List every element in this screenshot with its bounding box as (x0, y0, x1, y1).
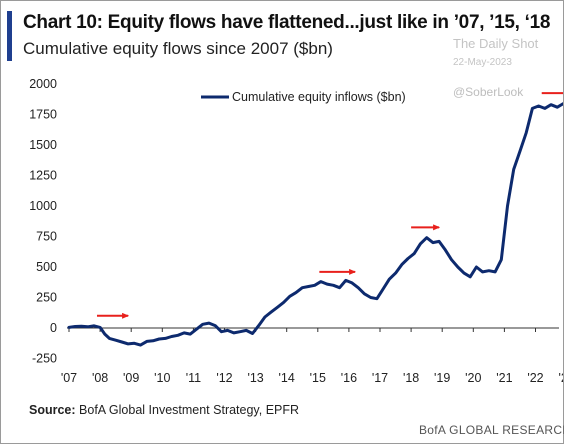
source-note: Source: BofA Global Investment Strategy,… (29, 403, 299, 417)
x-tick-label: '22 (527, 371, 543, 385)
y-tick-label: 1250 (29, 169, 57, 183)
x-tick-label: '09 (123, 371, 139, 385)
x-tick-label: '16 (341, 371, 357, 385)
legend: Cumulative equity inflows ($bn) (201, 90, 406, 104)
chart-subtitle: Cumulative equity flows since 2007 ($bn) (23, 39, 333, 58)
x-axis: '07 '08 '09 '10 '11 '12 '13 '14 '15 '16 '17 '18 '19 '… (61, 327, 563, 385)
x-tick-label: '11 (186, 371, 201, 385)
series-line (67, 102, 563, 347)
y-tick-label: 0 (50, 321, 57, 335)
x-tick-label: '21 (496, 371, 512, 385)
y-tick-label: -250 (32, 352, 57, 366)
y-tick-label: 750 (36, 230, 57, 244)
y-tick-label: 500 (36, 260, 57, 274)
title-accent-bar (7, 11, 12, 61)
brand-label: BofA GLOBAL RESEARCH (419, 423, 564, 437)
y-tick-label: 1500 (29, 138, 57, 152)
x-tick-label: '14 (279, 371, 295, 385)
y-tick-label: 2000 (29, 77, 57, 91)
source-label: Source: (29, 403, 76, 417)
x-tick-label: '12 (216, 371, 232, 385)
x-tick-label: '17 (372, 371, 388, 385)
watermark-date: 22-May-2023 (453, 57, 512, 68)
arrow-annotations (96, 92, 563, 319)
x-tick-label: '19 (434, 371, 450, 385)
legend-label: Cumulative equity inflows ($bn) (232, 90, 406, 104)
x-tick-label: '23 (558, 371, 563, 385)
y-axis: -250 0 250 500 750 1000 1250 1500 1750 2000 (29, 77, 57, 366)
watermark-handle: @SoberLook (453, 85, 524, 99)
chart-title: Chart 10: Equity flows have flattened...… (23, 12, 551, 33)
y-tick-label: 250 (36, 291, 57, 305)
x-tick-label: '18 (403, 371, 419, 385)
x-tick-label: '07 (61, 371, 77, 385)
y-tick-label: 1000 (29, 199, 57, 213)
x-tick-label: '10 (154, 371, 170, 385)
x-tick-label: '20 (465, 371, 481, 385)
y-tick-label: 1750 (29, 108, 57, 122)
watermark-publisher: The Daily Shot (453, 36, 539, 51)
source-text: BofA Global Investment Strategy, EPFR (79, 403, 300, 417)
x-tick-label: '13 (247, 371, 263, 385)
x-tick-label: '15 (310, 371, 326, 385)
x-tick-label: '08 (92, 371, 108, 385)
series-group (67, 102, 563, 347)
